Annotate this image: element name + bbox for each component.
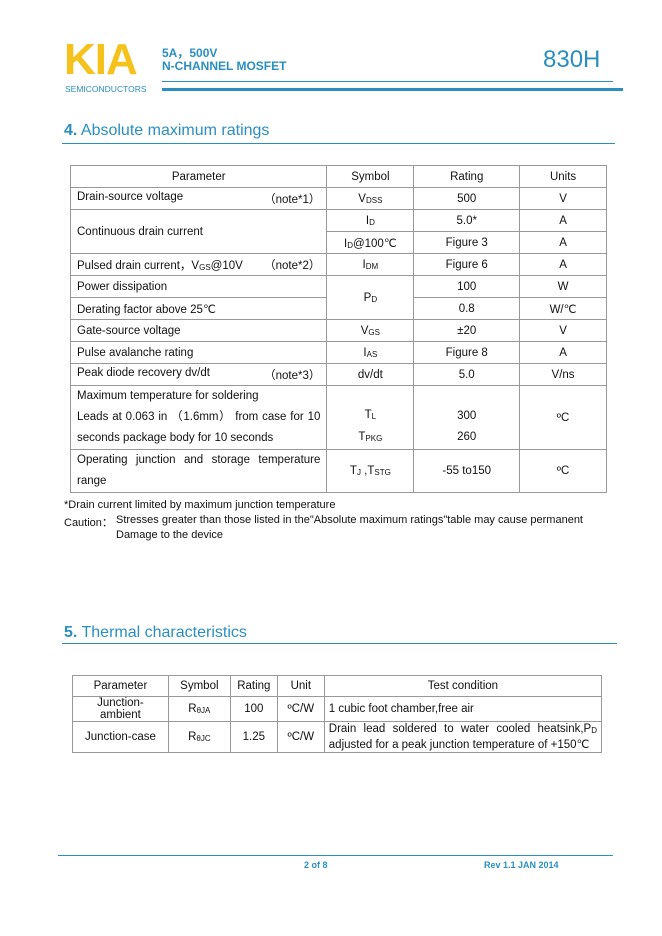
symbol-cell: VGS [326,319,415,342]
table-row: Junction-case RθJC 1.25 ºC/W Drain lead sold… [72,721,603,753]
header-cell: Parameter [69,165,328,188]
part-number: 830H [543,46,601,73]
param-cell: Continuous drain current [69,209,328,254]
table-header-row: Parameter Symbol Rating Unit Test condition [72,675,603,697]
condition-cell: 1 cubic foot chamber,free air [323,696,603,722]
param-cell: Pulse avalanche rating [69,341,328,364]
table-row: Gate-source voltage VGS ±20 V [69,319,607,342]
table-row: Drain-source voltage （note*1） VDSS 500 V [69,187,607,210]
symbol-cell: IAS [326,341,415,364]
condition-cell: Drain lead soldered to water cooled heat… [323,721,603,753]
table-header-row: Parameter Symbol Rating Units [69,165,607,188]
header-cell: Symbol [326,165,415,188]
unit-cell: V [519,187,607,210]
section-5-heading: 5. Thermal characteristics [64,624,247,642]
section-number: 5. [64,624,78,641]
footnote: *Drain current limited by maximum juncti… [64,499,336,511]
symbol-cell: TJ ,TSTG [326,449,415,493]
kia-logo: KIA [64,35,138,84]
symbol-cell: ID [326,209,415,232]
param-cell: Maximum temperature for soldering Leads a… [69,385,328,450]
section-rule [62,143,615,144]
page-number: 2 of 8 [304,860,328,870]
rating-cell: 100 [229,696,278,722]
unit-cell: ºC/W [276,721,325,753]
unit-cell: ºC/W [276,696,325,722]
header-cell: Symbol [167,675,231,697]
unit-cell: V/ns [519,363,607,386]
param-cell: Peak diode recovery dv/dt （note*3） [69,363,328,386]
param-cell: Operating junction and storage temperatu… [69,449,328,493]
param-cell: Power dissipation [69,275,328,298]
footer-rule [58,855,613,856]
table-row: Junction-ambient RθJA 100 ºC/W 1 cubic foot … [72,696,603,722]
logo-subtitle: SEMICONDUCTORS [65,84,147,94]
header-cell: Rating [413,165,521,188]
table-row: Peak diode recovery dv/dt （note*3） dv/dt 5.… [69,363,607,386]
symbol-cell: dv/dt [326,363,415,386]
param-cell: Drain-source voltage （note*1） [69,187,328,210]
caution-text-2: Damage to the device [116,529,224,541]
header-rating: 5A，500V [162,46,218,60]
param-cell: Junction-case [72,721,169,753]
rating-cell: -55 to150 [413,449,521,493]
caution-label: Caution： [64,517,113,529]
absolute-max-ratings-table: Parameter Symbol Rating Units Drain-source … [69,165,607,493]
table-row: Derating factor above 25℃ 0.8 W/℃ [69,297,607,320]
rating-cell: 5.0* [413,209,521,232]
symbol-cell: PD [326,275,415,320]
param-cell: Derating factor above 25℃ [69,297,328,320]
rating-cell: 300 260 [413,385,521,450]
rating-cell: Figure 3 [413,231,521,254]
table-row: Continuous drain current ID 5.0* A [69,209,607,254]
rating-cell: Figure 6 [413,253,521,276]
rating-cell: ±20 [413,319,521,342]
symbol-cell: RθJC [167,721,231,753]
header-cell: Unit [276,675,325,697]
header-cell: Units [519,165,607,188]
rating-cell: 500 [413,187,521,210]
unit-cell: A [519,209,607,232]
header-cell: Parameter [72,675,169,697]
unit-cell: W [519,275,607,298]
symbol-cell: TL TPKG [326,385,415,450]
header-device-type: N-CHANNEL MOSFET [162,59,287,73]
param-cell: Junction-ambient [72,696,169,722]
rating-cell: 5.0 [413,363,521,386]
unit-cell: V [519,319,607,342]
section-title: Thermal characteristics [81,624,247,641]
unit-cell: A [519,341,607,364]
symbol-cell: ID@100℃ [326,231,415,254]
param-cell: Pulsed drain current，VGS@10V （note*2） [69,253,328,276]
unit-cell: W/℃ [519,297,607,320]
unit-cell: A [519,253,607,276]
table-row: Operating junction and storage temperatu… [69,449,607,493]
revision: Rev 1.1 JAN 2014 [484,860,559,870]
symbol-cell: IDM [326,253,415,276]
unit-cell: ºC [519,385,607,450]
table-row: Power dissipation PD 100 W [69,275,607,320]
rating-cell: 100 [413,275,521,298]
section-4-heading: 4. Absolute maximum ratings [64,122,269,140]
header-rule-thin [162,81,613,82]
symbol-cell: VDSS [326,187,415,210]
section-title: Absolute maximum ratings [80,122,270,139]
caution-text: Stresses greater than those listed in th… [116,514,583,526]
header-cell: Test condition [323,675,603,697]
unit-cell: A [519,231,607,254]
header-rule-thick [162,88,623,91]
rating-cell: Figure 8 [413,341,521,364]
symbol-cell: RθJA [167,696,231,722]
header-cell: Rating [229,675,278,697]
rating-cell: 0.8 [413,297,521,320]
table-row: Pulsed drain current，VGS@10V （note*2） IDM F… [69,253,607,276]
section-number: 4. [64,122,78,139]
unit-cell: ºC [519,449,607,493]
thermal-table: Parameter Symbol Rating Unit Test condition … [72,675,603,753]
section-rule [62,643,617,644]
rating-cell: 1.25 [229,721,278,753]
param-cell: Gate-source voltage [69,319,328,342]
table-row: Maximum temperature for soldering Leads a… [69,385,607,450]
